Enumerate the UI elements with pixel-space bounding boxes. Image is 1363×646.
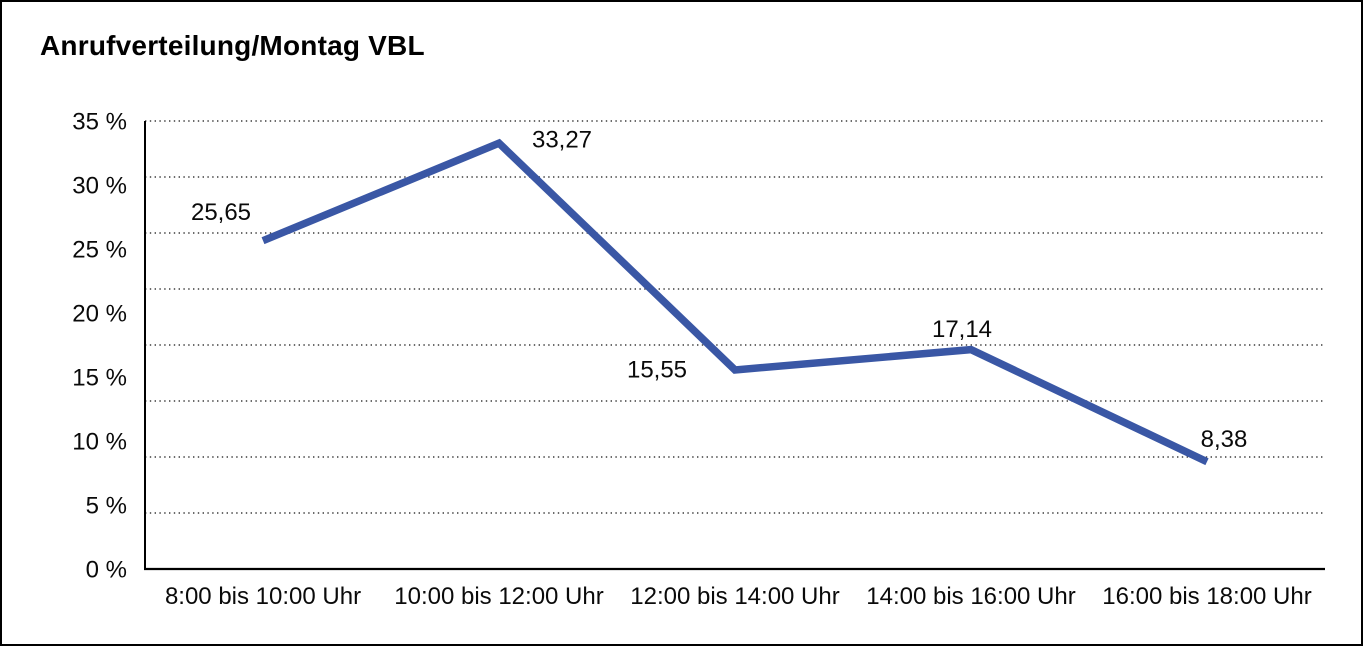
x-category-label: 16:00 bis 18:00 Uhr xyxy=(1102,583,1311,610)
x-category-label: 8:00 bis 10:00 Uhr xyxy=(165,583,361,610)
x-category-label: 10:00 bis 12:00 Uhr xyxy=(394,583,603,610)
y-tick-label: 5 % xyxy=(86,493,127,520)
data-point-label: 17,14 xyxy=(932,316,992,343)
y-tick-label: 15 % xyxy=(72,365,127,392)
chart-title: Anrufverteilung/Montag VBL xyxy=(40,30,425,61)
x-category-label: 14:00 bis 16:00 Uhr xyxy=(866,583,1075,610)
x-category-label: 12:00 bis 14:00 Uhr xyxy=(630,583,839,610)
y-tick-label: 20 % xyxy=(72,301,127,328)
data-line xyxy=(261,138,1209,466)
y-tick-label: 0 % xyxy=(86,557,127,584)
data-point-label: 15,55 xyxy=(627,356,687,383)
data-point-label: 25,65 xyxy=(191,199,251,226)
data-point-label: 8,38 xyxy=(1201,426,1248,453)
y-tick-label: 10 % xyxy=(72,429,127,456)
y-tick-label: 25 % xyxy=(72,237,127,264)
y-tick-label: 30 % xyxy=(72,173,127,200)
y-tick-label: 35 % xyxy=(72,109,127,136)
data-point-label: 33,27 xyxy=(532,127,592,154)
